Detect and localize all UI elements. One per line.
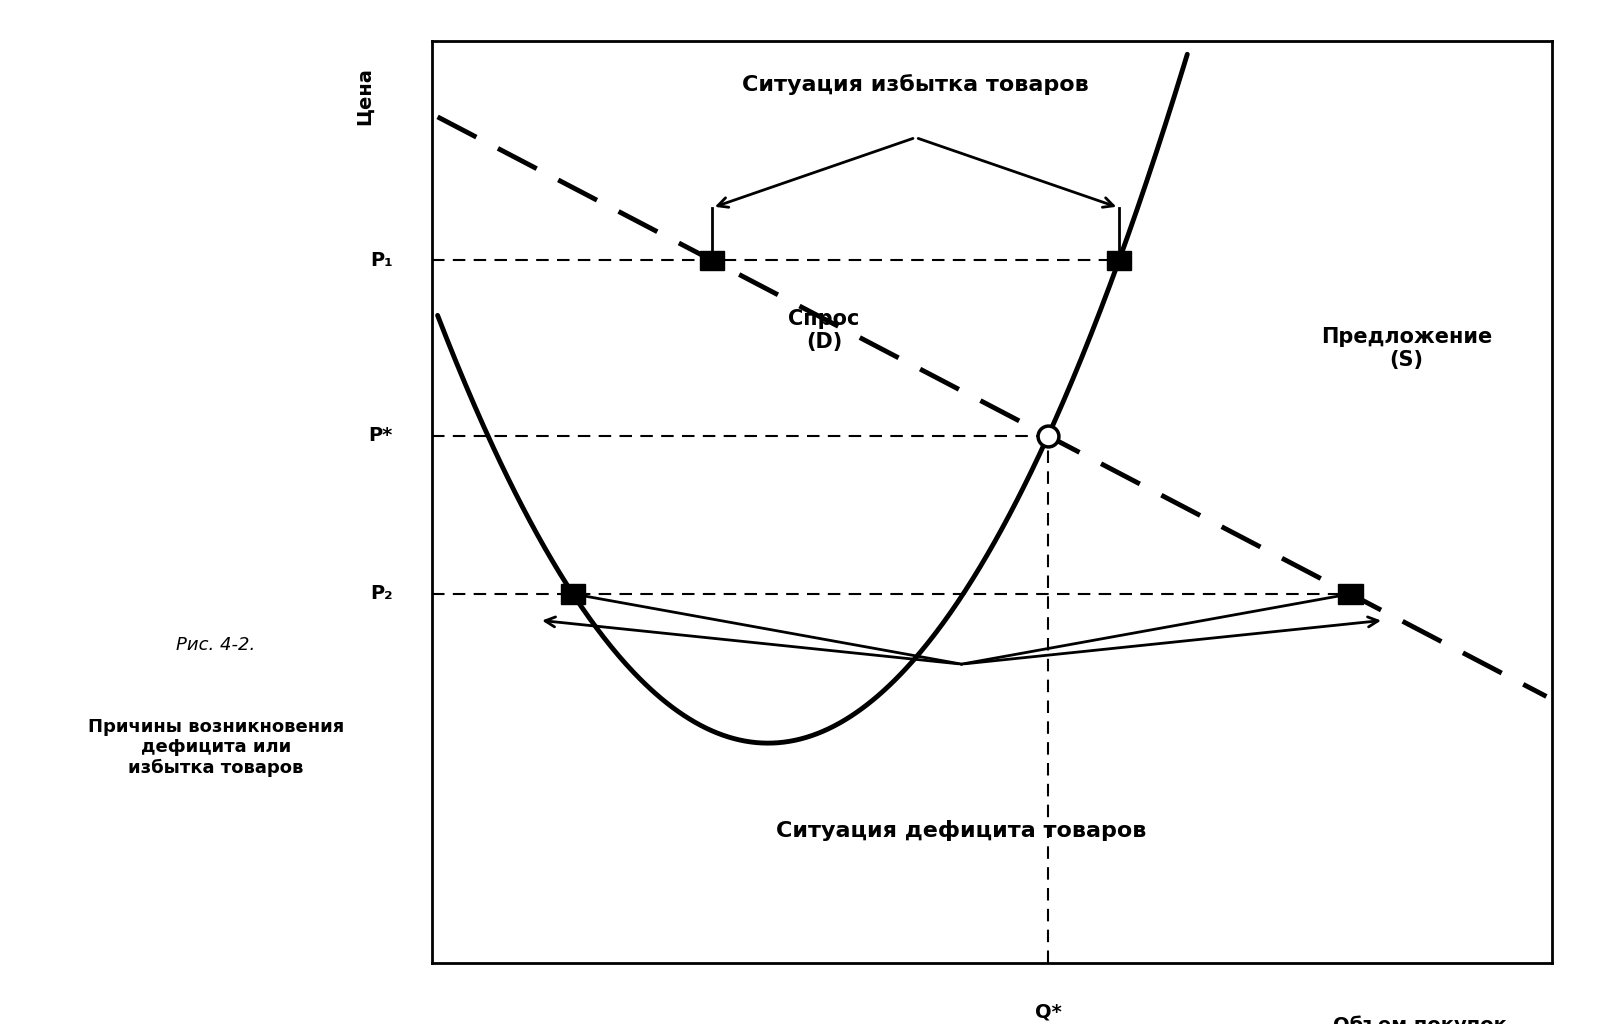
Text: Q*: Q* — [1035, 1002, 1061, 1021]
Bar — [1338, 585, 1363, 603]
Text: Причины возникновения
дефицита или
избытка товаров: Причины возникновения дефицита или избыт… — [88, 718, 344, 777]
Text: Рис. 4-2.: Рис. 4-2. — [176, 636, 256, 654]
Bar — [560, 585, 586, 603]
Text: Спрос
(D): Спрос (D) — [789, 309, 859, 352]
Bar — [699, 251, 725, 270]
Text: P*: P* — [368, 426, 394, 445]
Text: P₁: P₁ — [370, 251, 394, 270]
Text: Цена: Цена — [355, 68, 374, 125]
Text: Ситуация избытка товаров: Ситуация избытка товаров — [742, 75, 1090, 95]
Text: Ситуация дефицита товаров: Ситуация дефицита товаров — [776, 820, 1147, 842]
Text: P₂: P₂ — [370, 585, 394, 603]
Bar — [1107, 251, 1131, 270]
Text: Объем покупок: Объем покупок — [1333, 1015, 1507, 1024]
Text: Предложение
(S): Предложение (S) — [1320, 327, 1493, 370]
